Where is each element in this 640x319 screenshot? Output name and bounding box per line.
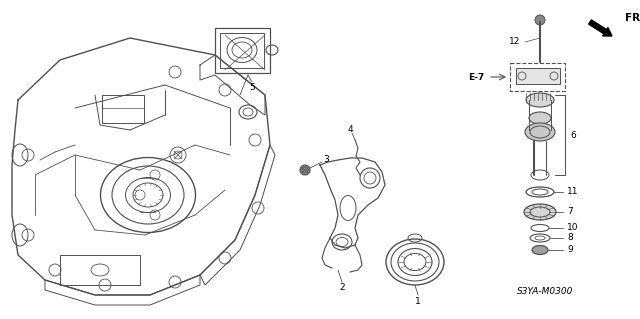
Text: S3YA-M0300: S3YA-M0300 bbox=[517, 287, 573, 296]
Bar bbox=[516, 68, 560, 84]
Bar bbox=[60, 255, 140, 285]
Ellipse shape bbox=[524, 204, 556, 220]
Text: 2: 2 bbox=[339, 284, 345, 293]
Text: 8: 8 bbox=[567, 234, 573, 242]
Text: FR.: FR. bbox=[625, 13, 640, 23]
Ellipse shape bbox=[525, 123, 555, 141]
Circle shape bbox=[300, 165, 310, 175]
Text: 3: 3 bbox=[323, 155, 329, 165]
Text: E-7: E-7 bbox=[468, 72, 484, 81]
Text: 1: 1 bbox=[415, 298, 421, 307]
Bar bbox=[102, 95, 144, 123]
Ellipse shape bbox=[532, 246, 548, 255]
Bar bbox=[215, 28, 270, 73]
Ellipse shape bbox=[526, 93, 554, 107]
Text: 5: 5 bbox=[249, 84, 255, 93]
Bar bbox=[510, 63, 565, 91]
Bar bbox=[220, 33, 264, 68]
Text: 6: 6 bbox=[570, 130, 576, 139]
Text: 10: 10 bbox=[567, 224, 579, 233]
FancyArrow shape bbox=[589, 20, 612, 36]
Circle shape bbox=[535, 15, 545, 25]
Text: 9: 9 bbox=[567, 246, 573, 255]
Text: 11: 11 bbox=[567, 188, 579, 197]
Text: 12: 12 bbox=[509, 38, 520, 47]
Ellipse shape bbox=[529, 112, 551, 124]
Text: 4: 4 bbox=[347, 125, 353, 135]
Text: 7: 7 bbox=[567, 207, 573, 217]
